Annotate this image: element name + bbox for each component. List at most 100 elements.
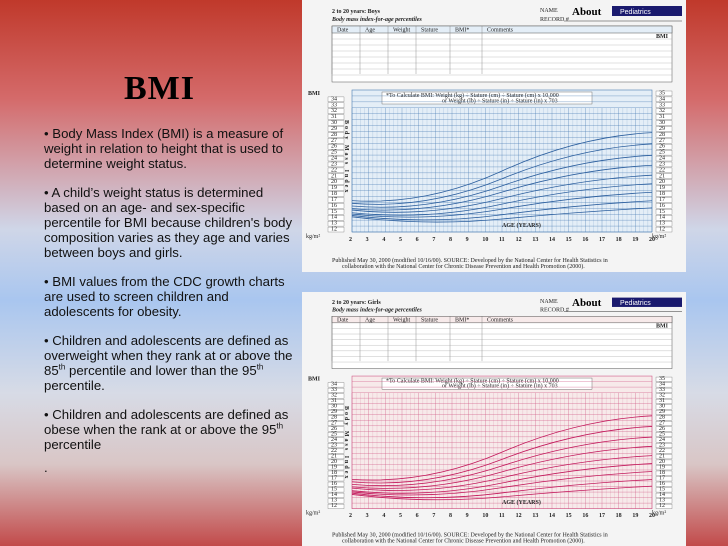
left-tick-label: 31	[331, 398, 337, 404]
right-tick-box	[655, 426, 673, 432]
name-label: NAME	[540, 299, 558, 305]
left-tick-label: 25	[331, 150, 337, 156]
right-tick-box	[655, 443, 673, 449]
percentile-curve	[351, 154, 653, 208]
left-tick-box	[327, 132, 345, 138]
right-tick-label: 34	[659, 96, 665, 102]
logo-banner	[612, 297, 682, 307]
chart-footer: Published May 30, 2000 (modified 10/16/0…	[332, 532, 608, 539]
x-tick-label: 6	[416, 513, 419, 519]
right-tick-box	[655, 465, 673, 471]
left-tick-box	[327, 185, 345, 191]
right-tick-label: 15	[659, 487, 665, 493]
right-tick-label: 31	[659, 114, 665, 120]
right-tick-box	[655, 382, 673, 388]
right-tick-label: 34	[659, 382, 665, 388]
right-tick-box	[655, 108, 673, 114]
x-tick-label: 5	[399, 237, 402, 243]
right-tick-box	[655, 120, 673, 126]
left-tick-box	[327, 404, 345, 410]
percentile-curve	[351, 436, 653, 487]
right-tick-label: 22	[659, 167, 665, 173]
left-tick-label: 18	[331, 470, 337, 476]
right-tick-label: 24	[659, 156, 665, 162]
girls-chart-svg: 2 to 20 years: Girls Body mass index-for-…	[302, 292, 686, 546]
left-tick-label: 28	[331, 415, 337, 421]
right-tick-label: 13	[659, 498, 665, 504]
right-tick-label: 12	[659, 503, 665, 509]
logo-pediatrics: Pediatrics	[620, 9, 651, 16]
right-tick-box	[655, 144, 673, 150]
chart-heading-2: Body mass index-for-age percentiles	[331, 17, 422, 23]
left-tick-label: 16	[331, 481, 337, 487]
right-tick-label: 14	[659, 492, 665, 498]
left-tick-box	[327, 476, 345, 482]
left-tick-box	[327, 498, 345, 504]
left-tick-label: 22	[331, 448, 337, 454]
left-tick-box	[327, 221, 345, 227]
x-tick-label: 11	[499, 513, 505, 519]
x-tick-label: 15	[566, 513, 572, 519]
x-tick-label: 19	[632, 237, 638, 243]
percentile-curve	[351, 426, 653, 484]
left-tick-label: 20	[331, 179, 337, 185]
left-tick-label: 13	[331, 221, 337, 227]
x-tick-label: 10	[482, 513, 488, 519]
left-tick-label: 32	[331, 108, 337, 114]
x-tick-label: 17	[599, 513, 605, 519]
percentile-curve	[351, 174, 653, 213]
right-tick-label: 20	[659, 459, 665, 465]
x-tick-label: 12	[516, 513, 522, 519]
percentile-curve	[351, 164, 653, 211]
table-header-cell: Date	[337, 317, 349, 323]
left-tick-box	[327, 167, 345, 173]
right-tick-label: 27	[659, 420, 665, 426]
table-header-cell: BMI*	[455, 28, 469, 34]
right-tick-box	[655, 126, 673, 132]
left-tick-label: 23	[331, 442, 337, 448]
left-tick-box	[327, 197, 345, 203]
left-tick-box	[327, 226, 345, 233]
right-tick-label: 14	[659, 215, 665, 221]
right-tick-box	[655, 404, 673, 410]
x-tick-label: 19	[632, 513, 638, 519]
left-tick-box	[327, 138, 345, 144]
left-tick-box	[327, 155, 345, 162]
percentile-curve	[351, 200, 653, 221]
percentile-curve	[351, 445, 653, 489]
table-header-cell: Stature	[421, 317, 438, 323]
x-tick-label: 18	[616, 513, 622, 519]
record-label: RECORD #	[540, 17, 569, 23]
chart-footer: Published May 30, 2000 (modified 10/16/0…	[332, 257, 608, 264]
left-tick-label: 12	[331, 227, 337, 233]
left-tick-box	[327, 421, 345, 426]
x-tick-label: 13	[532, 513, 538, 519]
left-tick-box	[327, 487, 345, 493]
chart-heading-1: 2 to 20 years: Boys	[332, 9, 381, 15]
left-tick-box	[327, 161, 345, 168]
left-tick-box	[327, 387, 345, 393]
right-tick-box	[655, 454, 673, 460]
logo-about: About	[572, 297, 602, 309]
percentile-curve	[351, 183, 653, 216]
bmi-axis-label-left: BMI	[308, 377, 321, 383]
left-tick-label: 17	[331, 197, 337, 203]
right-tick-label: 20	[659, 179, 665, 185]
left-tick-label: 16	[331, 203, 337, 209]
right-tick-label: 19	[659, 185, 665, 191]
right-tick-box	[655, 90, 673, 97]
x-tick-label: 14	[549, 513, 555, 519]
left-tick-label: 21	[331, 453, 337, 459]
right-tick-label: 19	[659, 464, 665, 470]
right-tick-box	[655, 376, 673, 382]
bullet-cdc-charts: • BMI values from the CDC growth charts …	[44, 274, 285, 319]
table-header-cell: Weight	[393, 28, 411, 34]
x-tick-label: 14	[549, 237, 555, 243]
name-label: NAME	[540, 8, 558, 14]
kg-label-left: kg/m²	[306, 510, 320, 516]
left-tick-box	[327, 179, 345, 185]
right-tick-label: 26	[659, 426, 665, 432]
right-tick-box	[655, 138, 673, 144]
right-tick-label: 16	[659, 481, 665, 487]
x-tick-label: 8	[449, 237, 452, 243]
